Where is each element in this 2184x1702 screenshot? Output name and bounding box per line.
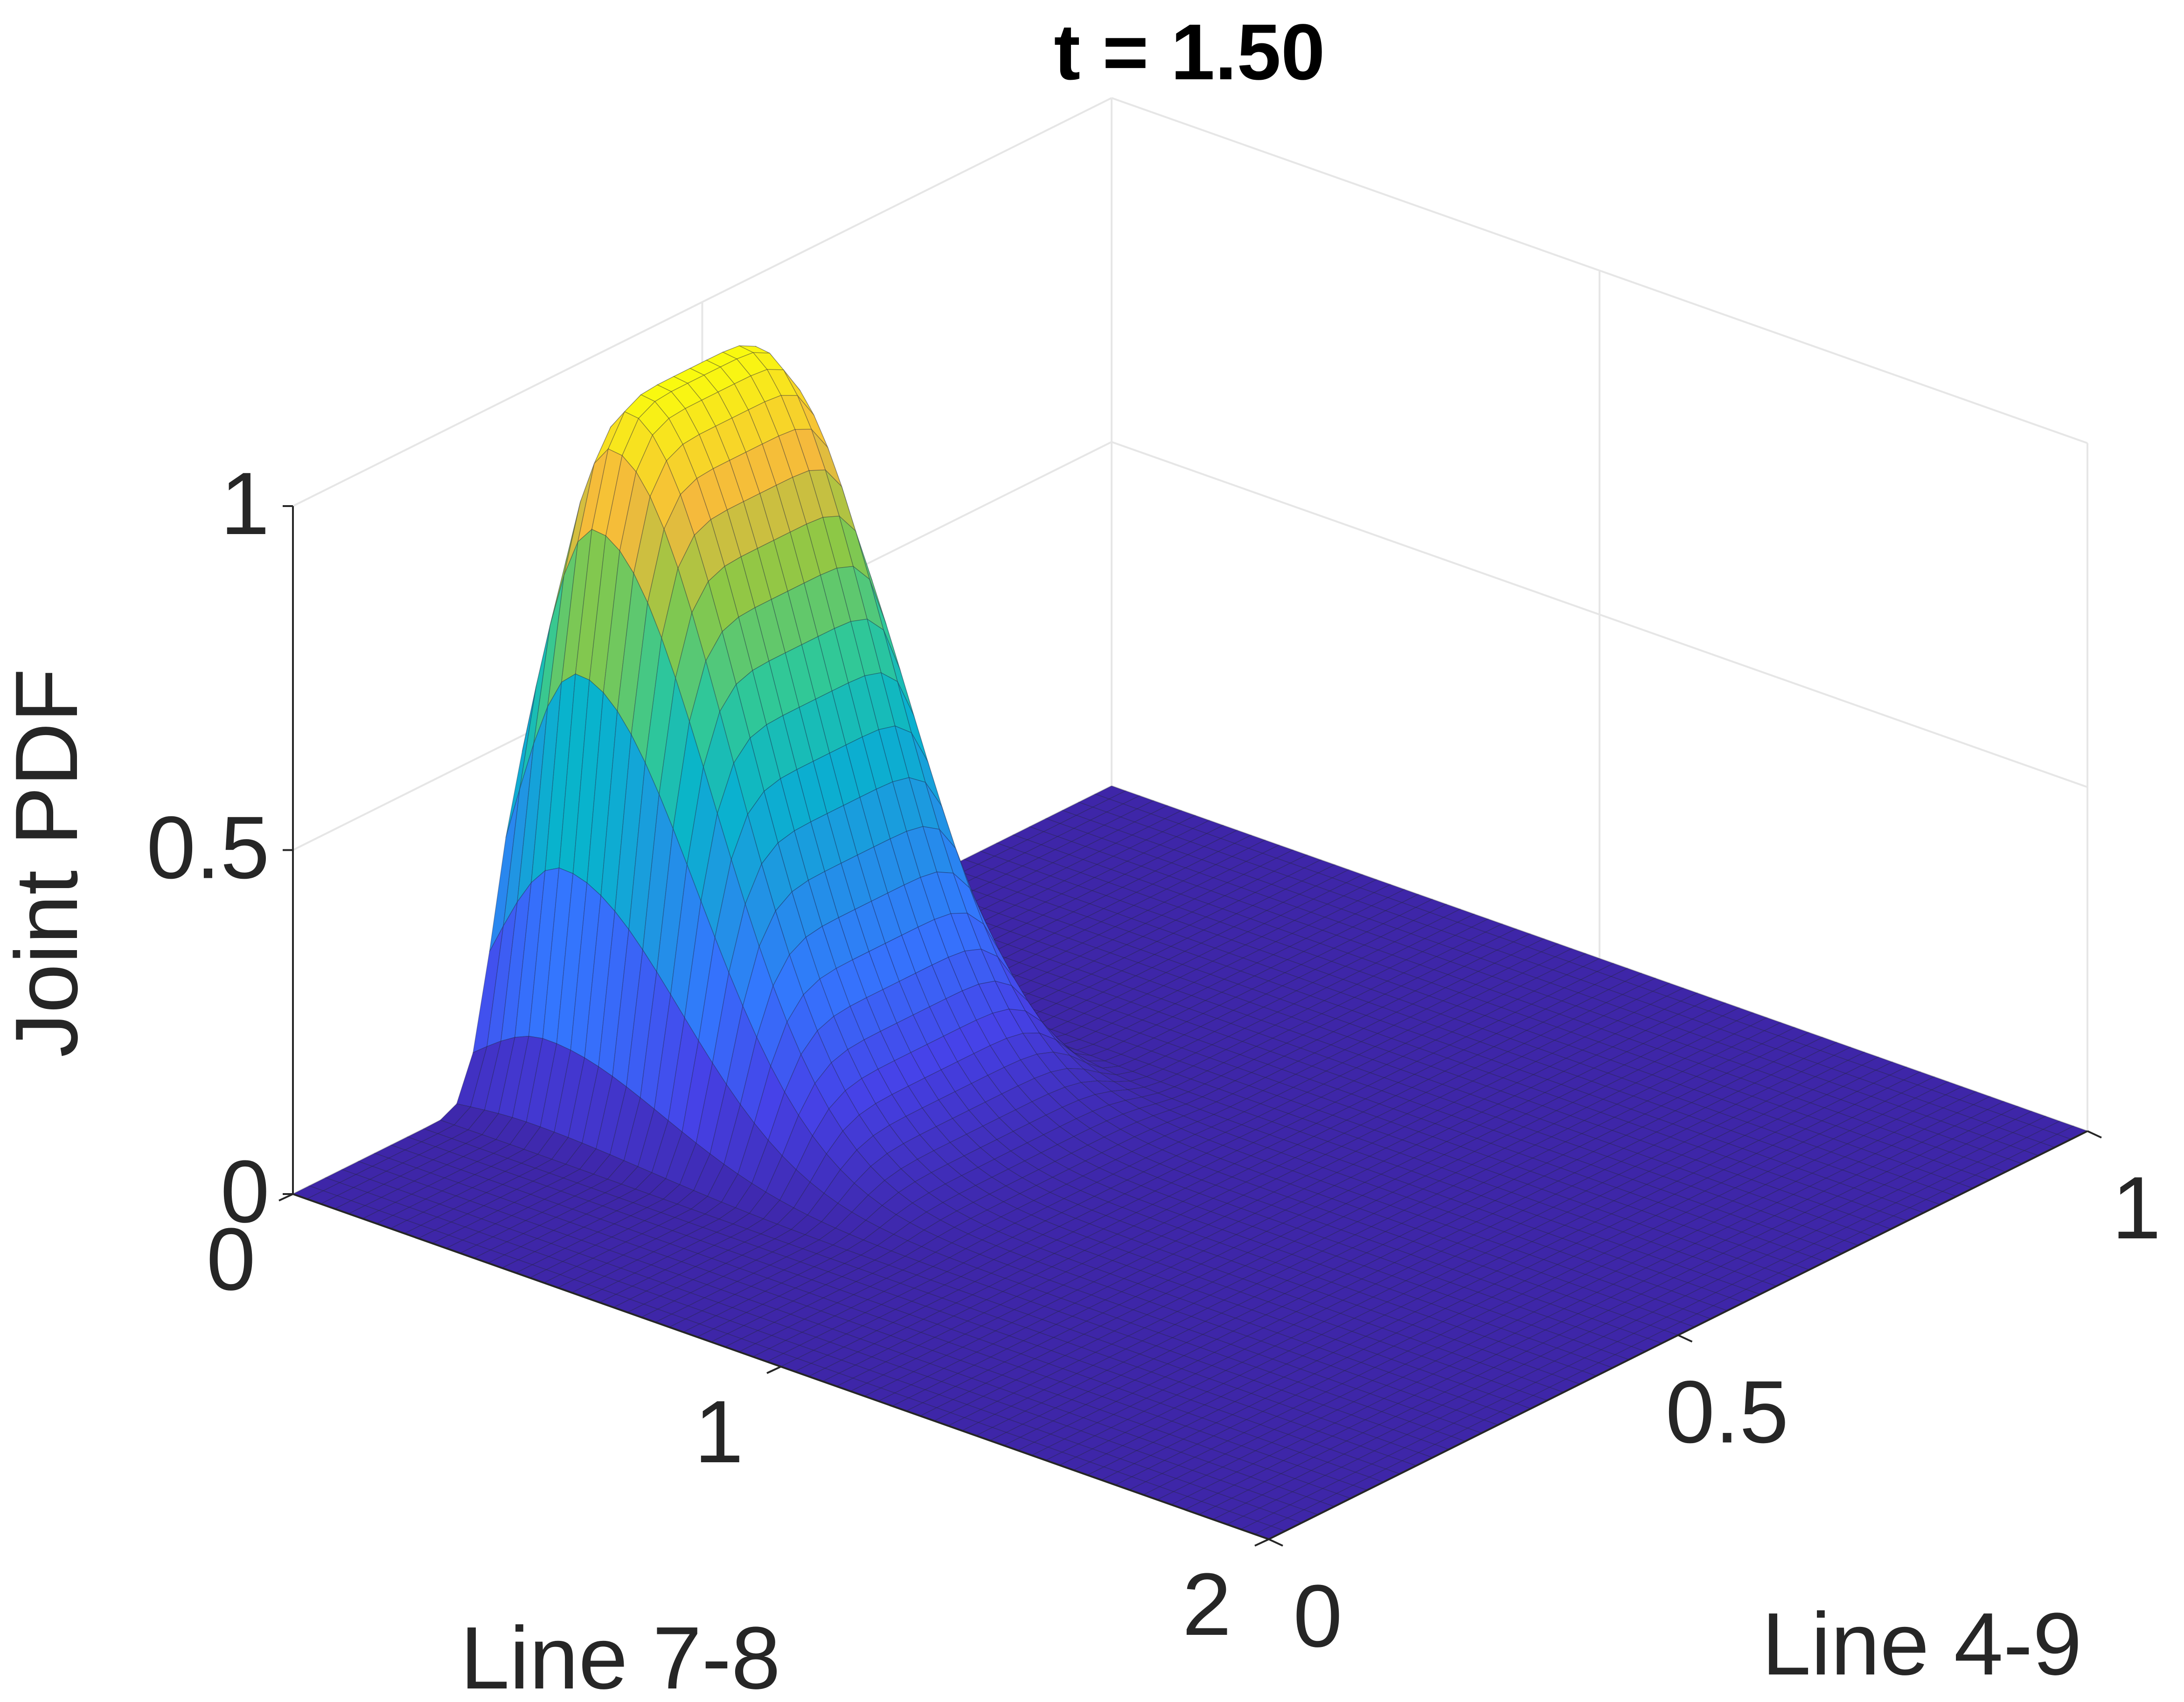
chart-title: t = 1.50 [1054,8,1325,97]
x-axis-label: Line 7-8 [460,1609,781,1700]
x-tick-mark [766,1366,781,1374]
y-axis-label: Line 4-9 [1762,1595,2082,1694]
y-tick-label: 1 [2112,1159,2161,1257]
x-tick-label: 1 [694,1382,744,1481]
grid-line-z-back [1111,441,2088,788]
x-tick-mark [278,1193,293,1202]
surface-layer [292,345,2088,1540]
z-tick-label: 0 [220,1142,270,1241]
grid-line-z-left [292,97,1112,507]
x-tick-label: 2 [1182,1555,1231,1654]
y-tick-label: 0 [1293,1567,1342,1666]
grid-line-z-back [1111,97,2088,444]
z-tick-label: 0.5 [146,799,270,897]
y-tick-mark [1677,1334,1693,1343]
x-tick-mark [1254,1538,1269,1547]
z-tick-label: 1 [220,454,270,553]
x-tick-label: 0 [206,1210,256,1309]
y-tick-mark [2087,1130,2102,1139]
z-axis-label: Joint PDF [0,668,96,1057]
y-tick-mark [1268,1538,1283,1547]
y-tick-label: 0.5 [1665,1363,1788,1462]
